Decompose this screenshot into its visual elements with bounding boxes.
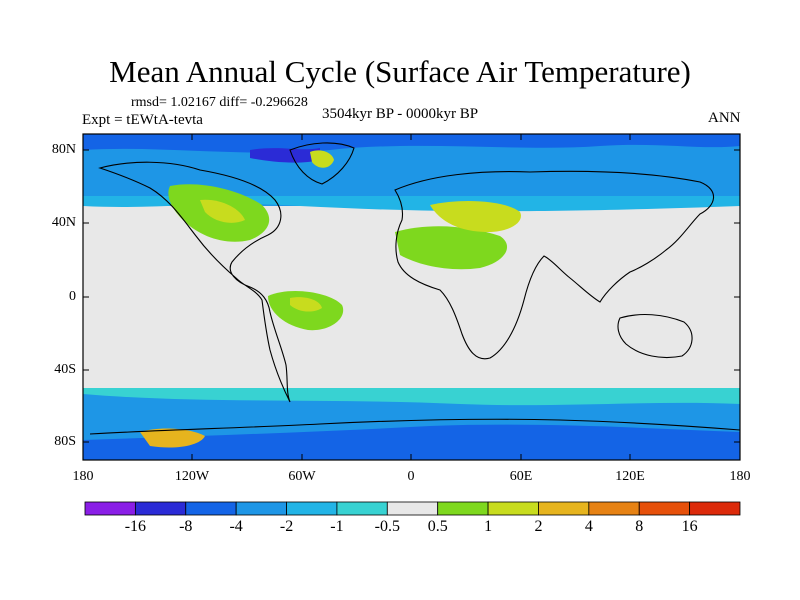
colorbar-box bbox=[437, 501, 489, 516]
experiment-label: Expt = tEWtA-tevta bbox=[82, 112, 203, 128]
greenland-warming bbox=[310, 150, 334, 168]
sahara-warming bbox=[395, 226, 508, 270]
colorbar-label: -8 bbox=[179, 518, 193, 535]
arctic-strong-cooling bbox=[83, 134, 740, 153]
lon-ticks bbox=[191, 134, 631, 460]
antarctic-cooling bbox=[83, 424, 740, 460]
colorbar-label: -4 bbox=[229, 518, 243, 535]
colorbar-box bbox=[235, 501, 287, 516]
colorbar-label: 8 bbox=[635, 518, 644, 535]
season-label: ANN bbox=[708, 110, 741, 126]
antarctic-warming bbox=[140, 428, 205, 448]
period-label: 3504kyr BP - 0000kyr BP bbox=[322, 106, 479, 122]
colorbar-box bbox=[386, 501, 439, 516]
colorbar-label: 4 bbox=[584, 518, 593, 535]
rmsd-diff-stats: rmsd= 1.02167 diff= -0.296628 bbox=[131, 95, 308, 110]
lat-label-40n: 40N bbox=[51, 215, 76, 230]
greenland-cooling bbox=[250, 148, 320, 163]
europe-warming bbox=[430, 200, 521, 232]
colorbar-box bbox=[487, 501, 539, 516]
colorbar-label: -16 bbox=[124, 518, 147, 535]
colorbar-box bbox=[134, 501, 187, 516]
colorbar-box bbox=[689, 501, 741, 516]
lon-label-60w: 60W bbox=[288, 469, 316, 484]
lon-label-180e: 180 bbox=[729, 469, 751, 484]
colorbar-box bbox=[286, 501, 338, 516]
lat-label-0: 0 bbox=[69, 289, 76, 304]
colorbar-label: -1 bbox=[330, 518, 344, 535]
colorbar bbox=[84, 501, 741, 516]
colorbar-box bbox=[185, 501, 237, 516]
colorbar-label: 2 bbox=[534, 518, 543, 535]
lat-label-80n: 80N bbox=[51, 142, 76, 157]
lat-ticks bbox=[83, 149, 740, 443]
colorbar-box bbox=[588, 501, 640, 516]
colorbar-label: -2 bbox=[279, 518, 294, 535]
amazon-warming-core bbox=[290, 297, 322, 312]
lat-label-80s: 80S bbox=[54, 434, 76, 449]
lon-label-180w: 180 bbox=[72, 469, 94, 484]
colorbar-box bbox=[638, 501, 691, 516]
colorbar-label: 16 bbox=[681, 518, 698, 535]
colorbar-box bbox=[538, 501, 590, 516]
lon-label-0: 0 bbox=[407, 469, 415, 484]
lon-label-60e: 60E bbox=[509, 469, 533, 484]
north-america-warming-core bbox=[200, 199, 245, 223]
colorbar-label: 1 bbox=[484, 518, 493, 535]
coastlines bbox=[89, 142, 740, 435]
map-title: Mean Annual Cycle (Surface Air Temperatu… bbox=[109, 54, 691, 89]
colorbar-box bbox=[336, 501, 388, 516]
map-panel bbox=[83, 134, 740, 460]
colorbar-label: -0.5 bbox=[374, 518, 400, 535]
colorbar-label: 0.5 bbox=[427, 518, 448, 535]
colorbar-box bbox=[84, 501, 136, 516]
lon-label-120w: 120W bbox=[174, 469, 210, 484]
lat-label-40s: 40S bbox=[54, 362, 76, 377]
lon-label-120e: 120E bbox=[615, 469, 645, 484]
southern-faint-cooling bbox=[83, 388, 740, 406]
